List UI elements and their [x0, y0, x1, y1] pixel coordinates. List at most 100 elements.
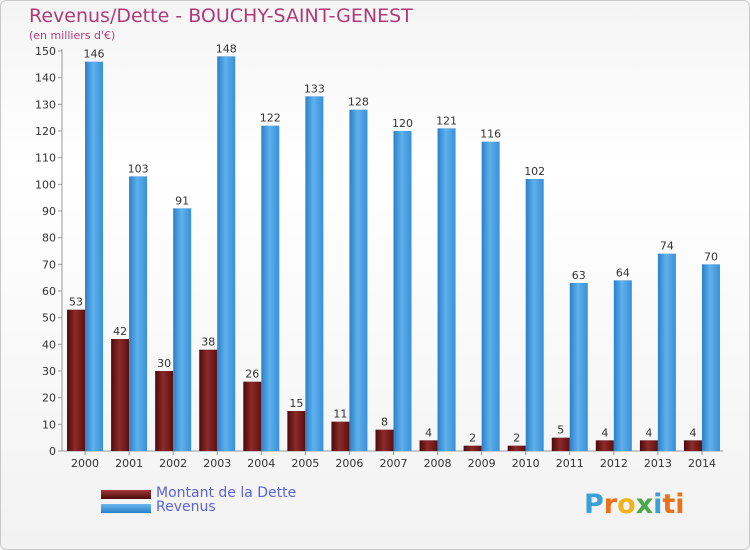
debt-bar	[331, 421, 350, 451]
debt-value-label: 53	[69, 296, 83, 309]
x-tick-label: 2003	[203, 457, 231, 470]
x-tick-label: 2013	[644, 457, 672, 470]
revenue-bar	[173, 208, 192, 451]
revenue-value-label: 63	[572, 269, 586, 282]
y-tick-label: 90	[42, 205, 56, 218]
debt-value-label: 2	[513, 432, 520, 445]
revenue-bar	[217, 56, 236, 451]
revenue-value-label: 148	[216, 42, 237, 55]
y-tick-label: 80	[42, 232, 56, 245]
revenue-value-label: 70	[704, 250, 718, 263]
chart-title: Revenus/Dette - BOUCHY-SAINT-GENEST	[29, 5, 413, 27]
chart-subtitle: (en milliers d'€)	[29, 29, 116, 42]
x-tick-label: 2001	[115, 457, 143, 470]
revenue-value-label: 122	[260, 112, 281, 125]
legend-swatch-dette	[101, 490, 151, 499]
y-tick-label: 140	[35, 72, 56, 85]
x-tick-label: 2014	[688, 457, 716, 470]
logo-letter: x	[635, 489, 654, 520]
x-tick-label: 2007	[380, 457, 408, 470]
revenue-bar	[437, 128, 456, 451]
y-tick-label: 100	[35, 178, 56, 191]
debt-value-label: 11	[333, 408, 347, 421]
debt-bar	[419, 440, 438, 451]
revenue-value-label: 116	[480, 128, 501, 141]
x-tick-label: 2009	[468, 457, 496, 470]
x-tick-label: 2012	[600, 457, 628, 470]
revenue-value-label: 103	[128, 162, 149, 175]
debt-value-label: 42	[113, 325, 127, 338]
debt-bar	[67, 309, 86, 451]
y-tick-label: 10	[42, 418, 56, 431]
revenue-bar	[525, 179, 544, 451]
revenue-bar	[569, 283, 588, 451]
debt-bar	[595, 440, 614, 451]
debt-value-label: 5	[557, 424, 564, 437]
revenue-bar	[481, 141, 500, 451]
debt-value-label: 38	[201, 336, 215, 349]
x-tick-label: 2000	[71, 457, 99, 470]
y-tick-label: 60	[42, 285, 56, 298]
revenue-bar	[305, 96, 324, 451]
debt-value-label: 2	[469, 432, 476, 445]
revenue-value-label: 121	[436, 114, 457, 127]
debt-bar	[683, 440, 702, 451]
logo-letter: t	[662, 489, 676, 520]
debt-value-label: 4	[425, 426, 432, 439]
legend-swatch-revenus	[101, 504, 151, 513]
debt-value-label: 4	[645, 426, 652, 439]
debt-bar	[287, 411, 306, 451]
debt-value-label: 4	[601, 426, 608, 439]
debt-bar	[243, 381, 262, 451]
revenue-value-label: 133	[304, 82, 325, 95]
debt-value-label: 15	[289, 397, 303, 410]
debt-bar	[155, 371, 174, 451]
y-tick-label: 40	[42, 338, 56, 351]
debt-value-label: 4	[689, 426, 696, 439]
x-tick-label: 2006	[335, 457, 363, 470]
logo-letter: i	[675, 489, 685, 520]
y-tick-label: 150	[35, 45, 56, 58]
logo-letter: i	[653, 489, 663, 520]
debt-bar	[375, 429, 394, 451]
y-tick-label: 50	[42, 312, 56, 325]
y-tick-label: 70	[42, 258, 56, 271]
y-tick-label: 30	[42, 365, 56, 378]
revenue-bar	[261, 125, 280, 452]
x-tick-label: 2005	[291, 457, 319, 470]
revenue-value-label: 91	[175, 194, 189, 207]
x-tick-label: 2004	[247, 457, 275, 470]
logo-letter: r	[603, 489, 618, 520]
y-tick-label: 0	[49, 445, 56, 458]
debt-bar	[507, 445, 526, 451]
debt-bar	[199, 349, 218, 451]
revenue-value-label: 120	[392, 117, 413, 130]
debt-value-label: 30	[157, 357, 171, 370]
proxiti-logo: Proxiti	[584, 489, 685, 520]
x-tick-label: 2011	[556, 457, 584, 470]
debt-bar	[639, 440, 658, 451]
revenue-value-label: 146	[84, 48, 105, 61]
x-tick-label: 2010	[512, 457, 540, 470]
revenue-bar	[129, 176, 148, 452]
debt-value-label: 8	[381, 416, 388, 429]
revenue-bar	[85, 61, 104, 452]
logo-letter: P	[584, 489, 604, 520]
debt-value-label: 26	[245, 368, 259, 381]
revenue-value-label: 128	[348, 96, 369, 109]
revenue-bar	[613, 280, 632, 451]
y-tick-label: 130	[35, 98, 56, 111]
y-tick-label: 110	[35, 152, 56, 165]
revenue-value-label: 74	[660, 240, 674, 253]
debt-bar	[111, 339, 130, 451]
revenue-bar	[349, 109, 368, 452]
revenue-bar	[393, 131, 412, 451]
x-tick-label: 2008	[424, 457, 452, 470]
revenue-bar	[701, 264, 720, 451]
y-tick-label: 120	[35, 125, 56, 138]
debt-bar	[551, 437, 570, 451]
revenue-bar	[657, 253, 676, 451]
debt-bar	[463, 445, 482, 451]
